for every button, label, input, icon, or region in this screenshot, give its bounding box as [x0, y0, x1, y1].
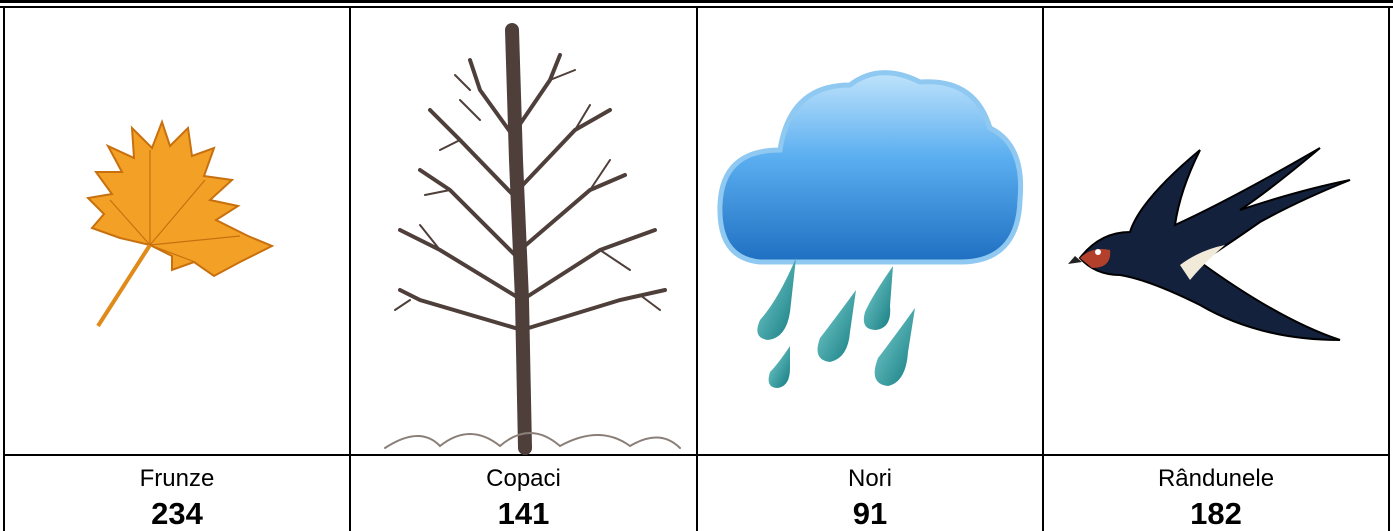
- cell-count: 182: [1190, 496, 1242, 531]
- cell-label: Frunze: [140, 465, 215, 492]
- leaf-illustration: [88, 122, 272, 326]
- cell-count: 91: [853, 496, 887, 531]
- cell-count: 141: [498, 496, 550, 531]
- cell-label: Copaci: [486, 465, 561, 492]
- cell-label: Nori: [848, 465, 892, 492]
- page: Frunze234Copaci141Nori91Rândunele182 (()…: [0, 0, 1393, 531]
- cloud-illustration: [720, 73, 1021, 388]
- cell-label: Rândunele: [1158, 465, 1274, 492]
- table: Frunze 234 Copaci 141 Nori 91 Rândunele 182: [0, 0, 1393, 531]
- cell-count: 234: [151, 496, 203, 531]
- tree-illustration: [385, 30, 680, 448]
- top-border: [0, 0, 1393, 3]
- swallow-illustration: [1068, 148, 1350, 340]
